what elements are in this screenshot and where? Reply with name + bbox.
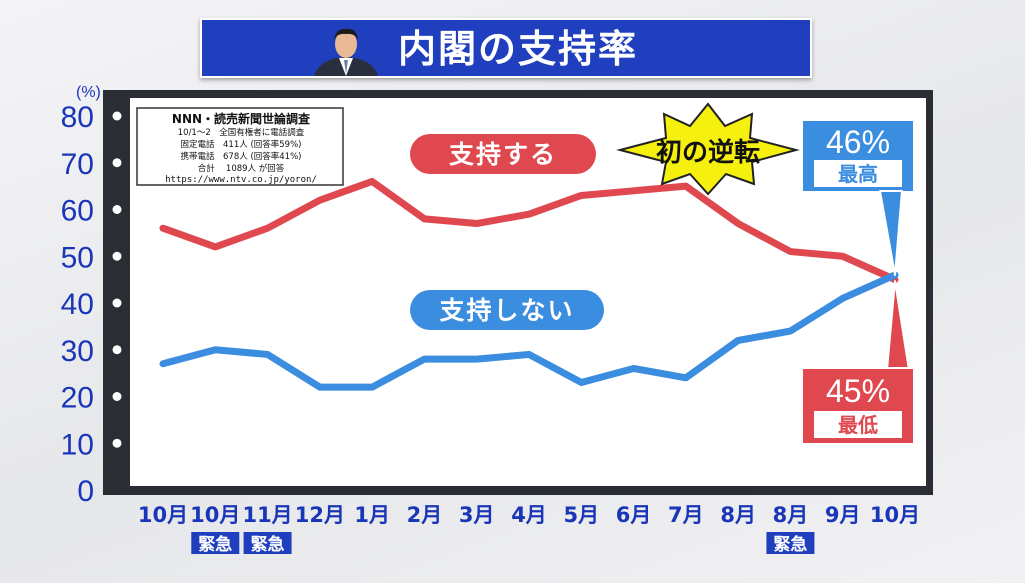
high-callout: 46% 最高 bbox=[801, 119, 915, 276]
source-box: NNN・読売新聞世論調査 10/1～2 全国有権者に電話調査 固定電話 411人… bbox=[136, 107, 344, 186]
x-tick-label: 10月 bbox=[138, 503, 188, 527]
source-line: 合計 1089人 が回答 bbox=[198, 163, 285, 174]
support-point bbox=[370, 179, 375, 184]
page-title: 内閣の支持率 bbox=[398, 27, 639, 71]
x-tick-label: 6月 bbox=[616, 503, 652, 527]
source-title: NNN・読売新聞世論調査 bbox=[172, 111, 311, 126]
low-label: 最低 bbox=[838, 413, 878, 437]
reversal-text: 初の逆転 bbox=[656, 137, 760, 168]
support-point bbox=[317, 198, 322, 203]
low-value: 45% bbox=[826, 373, 890, 409]
series-group bbox=[159, 177, 899, 391]
x-tick-label: 10月 bbox=[870, 503, 920, 527]
x-tick-label: 8月 bbox=[720, 503, 756, 527]
nonsupport-point bbox=[527, 352, 531, 357]
nonsupport-point bbox=[683, 375, 688, 380]
y-tick-label: 50 bbox=[61, 241, 94, 274]
emergency-badge bbox=[766, 532, 815, 554]
source-line: 固定電話 411人 (回答率59%) bbox=[181, 139, 302, 150]
y-tick-dot bbox=[112, 251, 122, 261]
source-line: 携帯電話 678人 (回答率41%) bbox=[181, 151, 302, 162]
support-point bbox=[683, 184, 688, 189]
x-tick-label: 2月 bbox=[407, 503, 443, 527]
support-point bbox=[527, 212, 531, 217]
support-point bbox=[265, 226, 270, 231]
emergency-badge-label: 緊急 bbox=[251, 534, 285, 555]
y-tick-dot bbox=[112, 298, 122, 308]
support-point bbox=[161, 226, 165, 231]
y-tick-dot bbox=[112, 158, 122, 168]
nonsupport-point bbox=[788, 329, 793, 334]
y-tick-label: 0 bbox=[77, 475, 94, 508]
support-point bbox=[579, 193, 584, 198]
x-tick-label: 8月 bbox=[773, 503, 809, 527]
reversal-burst: 初の逆転 bbox=[616, 102, 800, 196]
high-label: 最高 bbox=[838, 162, 878, 186]
avatar bbox=[310, 24, 382, 76]
y-unit-label: (%) bbox=[76, 84, 101, 101]
nonsupport-label: 支持しない bbox=[410, 290, 604, 330]
emergency-badge bbox=[243, 532, 292, 554]
nonsupport-point bbox=[317, 385, 322, 390]
support-point bbox=[422, 216, 427, 221]
x-tick-label: 12月 bbox=[295, 503, 345, 527]
high-value: 46% bbox=[826, 124, 890, 160]
y-tick-label: 30 bbox=[61, 335, 94, 368]
y-tick-dot bbox=[112, 438, 122, 448]
y-tick-dot bbox=[112, 345, 122, 355]
y-axis: 0 10 20 30 40 50 60 70 80 bbox=[61, 101, 122, 508]
source-url: https://www.ntv.co.jp/yoron/ bbox=[165, 175, 317, 185]
title-banner: 内閣の支持率 bbox=[200, 18, 812, 78]
nonsupport-point bbox=[631, 366, 636, 371]
x-tick-label: 5月 bbox=[563, 503, 599, 527]
nonsupport-point bbox=[840, 296, 845, 301]
nonsupport-point bbox=[213, 347, 218, 352]
y-tick-dot bbox=[112, 392, 122, 401]
nonsupport-point bbox=[161, 361, 165, 366]
support-label: 支持する bbox=[410, 134, 596, 174]
emergency-badge-label: 緊急 bbox=[198, 534, 232, 555]
x-tick-label: 1月 bbox=[354, 503, 390, 527]
y-tick-label: 60 bbox=[61, 195, 94, 228]
y-tick-dot bbox=[112, 111, 122, 121]
y-tick-dot bbox=[112, 205, 122, 214]
y-tick-label: 80 bbox=[61, 101, 94, 134]
nonsupport-point bbox=[736, 338, 741, 343]
y-tick-label: 40 bbox=[61, 288, 94, 321]
x-tick-label: 3月 bbox=[459, 503, 495, 527]
y-tick-label: 20 bbox=[61, 382, 94, 415]
nonsupport-point bbox=[422, 357, 427, 362]
support-point bbox=[474, 221, 479, 226]
source-line: 10/1～2 全国有権者に電話調査 bbox=[178, 127, 305, 138]
y-tick-label: 70 bbox=[61, 148, 94, 181]
support-point bbox=[788, 249, 793, 254]
support-point bbox=[213, 244, 218, 249]
x-tick-label: 9月 bbox=[825, 503, 861, 527]
x-tick-label: 4月 bbox=[511, 503, 547, 527]
y-tick-label: 10 bbox=[61, 428, 94, 461]
nonsupport-point bbox=[474, 357, 479, 362]
support-point bbox=[736, 221, 741, 226]
emergency-badge bbox=[191, 532, 240, 554]
x-tick-label: 10月 bbox=[190, 503, 240, 527]
nonsupport-point bbox=[265, 352, 270, 357]
nonsupport-label-text: 支持しない bbox=[439, 296, 574, 325]
nonsupport-point bbox=[579, 380, 584, 385]
low-callout: 45% 最低 bbox=[801, 280, 915, 445]
support-point bbox=[840, 254, 845, 259]
x-tick-label: 7月 bbox=[668, 503, 704, 527]
support-label-text: 支持する bbox=[449, 140, 557, 169]
x-tick-label: 11月 bbox=[242, 503, 292, 527]
support-point bbox=[631, 188, 636, 193]
nonsupport-point bbox=[370, 385, 375, 390]
emergency-badge-label: 緊急 bbox=[773, 534, 807, 555]
